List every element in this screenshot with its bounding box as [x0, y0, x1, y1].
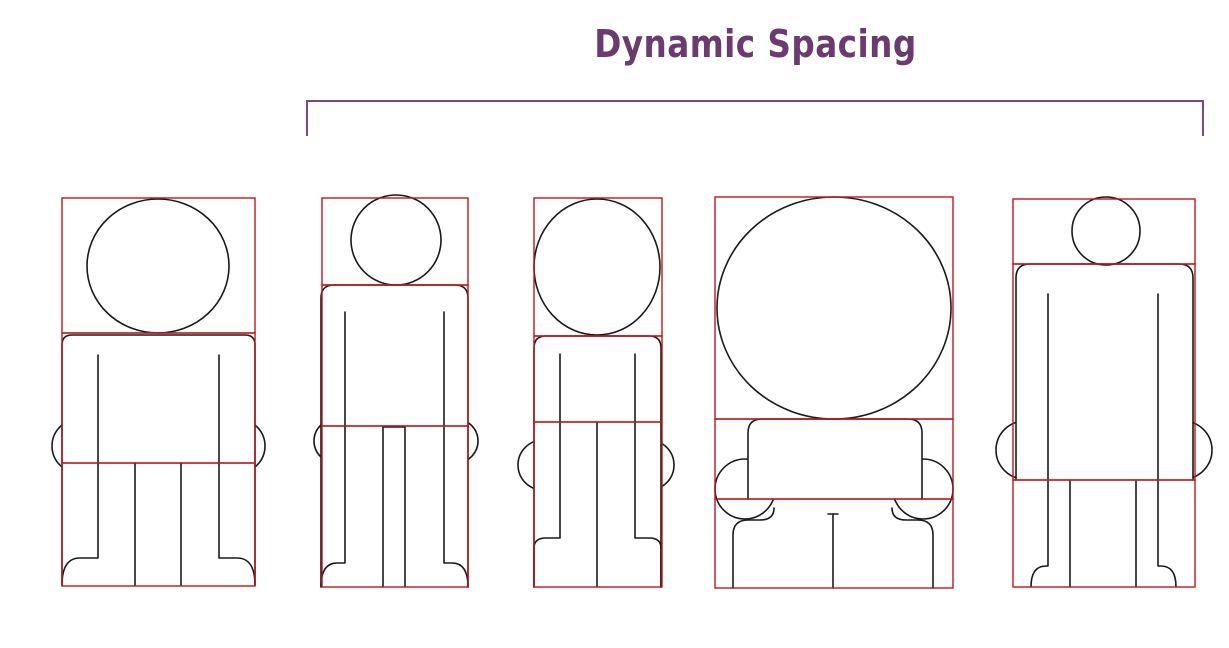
figure-4 [714, 196, 954, 589]
figure-3-guides [533, 197, 663, 588]
figure-5-guides [1012, 198, 1196, 588]
figure-3 [517, 197, 675, 588]
grouping-bracket [306, 100, 1204, 136]
figure-2-outline [313, 194, 479, 588]
figure-5 [995, 196, 1213, 588]
figure-1-outline [51, 198, 266, 586]
figure-1 [51, 197, 266, 587]
figure-2 [313, 194, 479, 588]
page-title: Dynamic Spacing [594, 22, 917, 66]
figure-3-outline [517, 198, 675, 588]
figure-1-guides [61, 197, 256, 587]
figure-5-outline [995, 196, 1213, 588]
figure-4-guides [714, 196, 954, 589]
figure-4-outline [714, 196, 954, 589]
figure-2-guides [321, 197, 469, 588]
